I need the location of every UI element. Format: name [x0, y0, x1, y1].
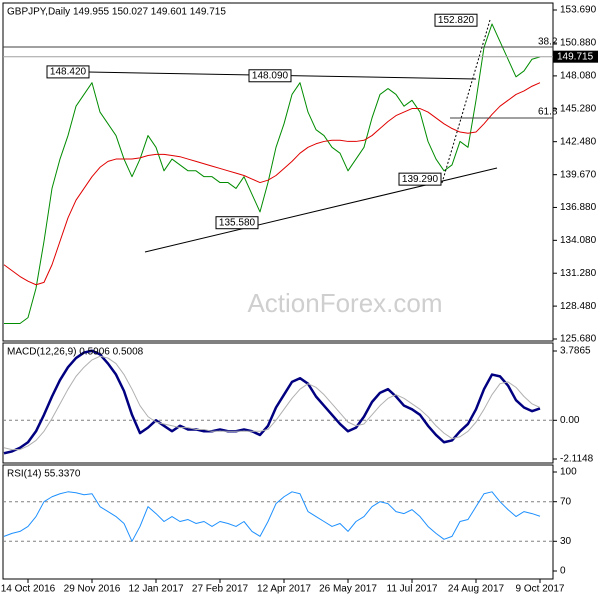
y-tick-label: 139.670 [560, 169, 597, 180]
current-price-label: 149.715 [557, 51, 594, 62]
y-tick-label: 131.280 [560, 268, 597, 279]
y-tick-label: 125.680 [560, 334, 597, 345]
annotation-label: 148.090 [252, 70, 289, 81]
y-tick-label: 136.880 [560, 202, 597, 213]
y-tick-label: 148.080 [560, 71, 597, 82]
y-tick-label: -2.1148 [560, 454, 594, 465]
annotation-label: 135.580 [219, 217, 256, 228]
annotation-box [398, 172, 442, 186]
y-tick-label: 128.480 [560, 301, 597, 312]
y-tick-label: 0.00 [560, 415, 580, 426]
panel-title: RSI(14) 55.3370 [7, 469, 81, 480]
series-line [3, 491, 541, 542]
y-tick-label: 145.280 [560, 103, 597, 114]
x-tick-label: 11 Jul 2017 [387, 584, 438, 595]
x-tick-label: 29 Nov 2016 [64, 584, 121, 595]
annotation-label: 148.420 [50, 67, 87, 78]
x-tick-label: 24 Aug 2017 [448, 584, 505, 595]
panel-frame [2, 2, 554, 342]
fib-label: 38.2 [538, 37, 558, 48]
series-line [4, 23, 541, 324]
annotation-label: 152.820 [438, 15, 475, 26]
series-line [3, 349, 541, 455]
panel-frame [2, 342, 554, 464]
panel-frame [2, 464, 554, 580]
x-tick-label: 12 Apr 2017 [257, 584, 311, 595]
watermark: ActionForex.com [247, 288, 442, 318]
y-tick-label: 0 [560, 566, 566, 577]
fib-label: 61.8 [538, 107, 558, 118]
x-tick-label: 26 May 2017 [319, 584, 377, 595]
annotation-box [46, 65, 90, 79]
x-tick-label: 12 Jan 2017 [128, 584, 183, 595]
x-tick-label: 27 Feb 2017 [192, 584, 249, 595]
y-tick-label: 134.080 [560, 235, 597, 246]
x-tick-label: 9 Oct 2017 [516, 584, 565, 595]
x-tick-label: 14 Oct 2016 [1, 584, 56, 595]
annotation-box [248, 69, 292, 83]
y-tick-label: 70 [560, 496, 572, 507]
panel-title: GBPJPY,Daily 149.955 150.027 149.601 149… [7, 7, 226, 18]
y-tick-label: 150.880 [560, 38, 597, 49]
annotation-label: 139.290 [402, 174, 439, 185]
series-line [3, 82, 541, 286]
y-tick-label: 153.690 [560, 5, 597, 16]
y-tick-label: 3.7865 [560, 346, 591, 357]
y-tick-label: 100 [560, 467, 577, 478]
y-tick-label: 30 [560, 536, 572, 547]
annotation-box [215, 216, 259, 230]
annotation-box [434, 13, 478, 27]
panel-title: MACD(12,26,9) 0.5906 0.5008 [7, 347, 144, 358]
series-line [3, 355, 541, 451]
y-tick-label: 142.480 [560, 136, 597, 147]
current-price-box [553, 50, 598, 63]
